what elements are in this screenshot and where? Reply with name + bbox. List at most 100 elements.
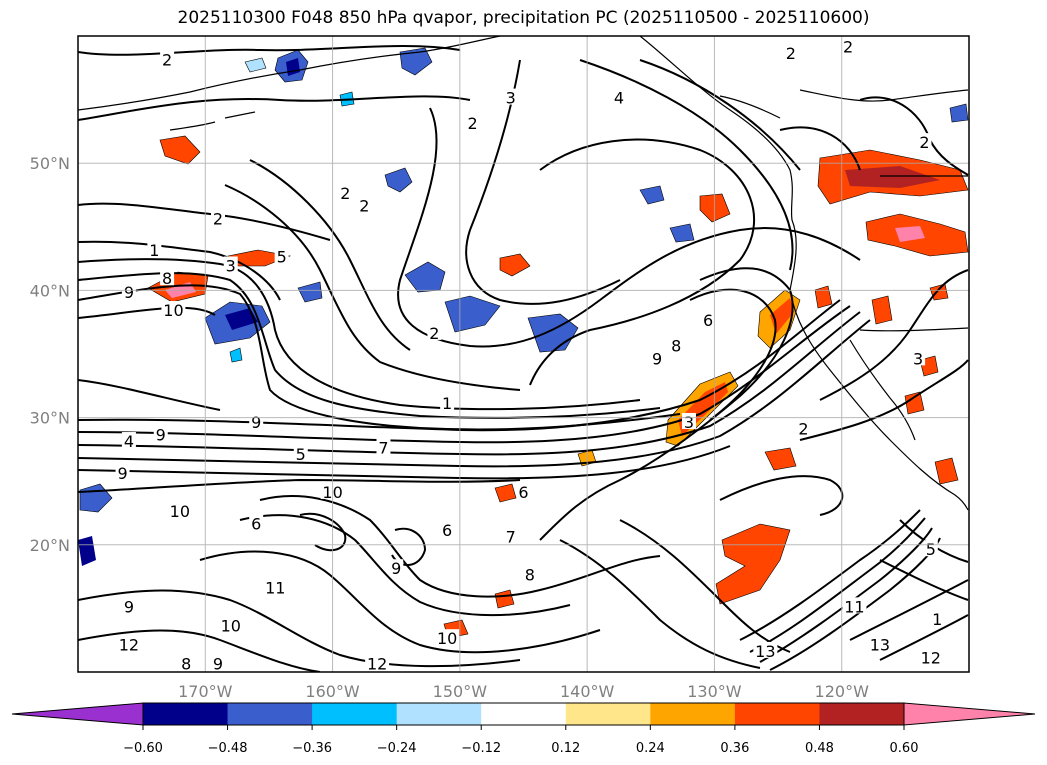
latitude-labels: 50°N 40°N 30°N 20°N <box>30 154 70 555</box>
pos-patch <box>699 193 731 223</box>
contour-label: 8 <box>181 655 191 674</box>
contour-line <box>397 107 861 348</box>
contour-label-bg <box>522 565 537 582</box>
contour-line <box>78 589 521 668</box>
contour-label: 2 <box>359 197 369 216</box>
contour-label: 9 <box>124 597 134 616</box>
contour-label-bg <box>376 438 391 455</box>
contour-label-bg <box>223 256 238 273</box>
contour-line <box>78 299 841 432</box>
longitude-tick-label: 130°W <box>687 682 742 701</box>
contour-label-bg <box>365 654 390 671</box>
contour-label-bg <box>842 597 867 614</box>
colorbar-bin <box>227 703 313 725</box>
contour-line <box>879 614 969 661</box>
contour-line <box>759 527 933 663</box>
contour-label: 8 <box>162 269 172 288</box>
contour-label-bg <box>357 196 372 213</box>
contour-line <box>224 184 521 391</box>
colorbar-tick-label: 0.48 <box>805 741 834 756</box>
neg-patch <box>639 185 665 205</box>
contour-label-bg <box>153 425 168 442</box>
contour-label: 6 <box>251 515 261 534</box>
coastline-baja <box>849 339 916 441</box>
contour-label: 9 <box>156 426 166 445</box>
graticule <box>78 36 969 672</box>
contour-label: 2 <box>429 324 439 343</box>
neg-patch <box>244 57 267 73</box>
contour-label: 10 <box>163 301 183 320</box>
contour-line <box>78 202 331 241</box>
contour-label-bg <box>923 540 938 557</box>
contour-line <box>465 59 621 305</box>
contour-line <box>849 579 969 641</box>
colorbar-bin <box>734 703 820 725</box>
contour-label: 9 <box>391 559 401 578</box>
neg-patch <box>384 167 413 193</box>
contour-label: 9 <box>117 464 127 483</box>
contour-label: 2 <box>843 38 853 57</box>
contour-label: 1 <box>932 610 942 629</box>
pos-patch <box>871 295 893 325</box>
contour-line <box>78 445 731 480</box>
map-frame <box>77 35 970 673</box>
contour-label: 7 <box>378 438 388 457</box>
contour-label: 12 <box>921 648 941 667</box>
contour-line <box>239 514 571 617</box>
contour-label-bg <box>121 597 136 614</box>
border <box>859 175 969 332</box>
colorbar-bin <box>143 703 229 725</box>
contour-label-bg <box>121 283 136 300</box>
neg-patch <box>225 308 258 330</box>
contour-line <box>529 138 756 386</box>
contour-line <box>779 126 861 171</box>
plot-title: 2025110300 F048 850 hPa qvapor, precipit… <box>177 8 870 28</box>
contour-label: 10 <box>170 502 190 521</box>
contour-label-bg <box>503 88 518 105</box>
contour-line <box>78 45 461 56</box>
contour-line <box>619 519 791 653</box>
latitude-tick-label: 30°N <box>30 409 70 428</box>
contour-label-bg <box>503 527 518 544</box>
qvapor-contours <box>78 45 969 672</box>
contour-label: 6 <box>442 521 452 540</box>
contour-label-bg <box>218 616 243 633</box>
contour-label-bg <box>917 133 932 150</box>
contour-label: 5 <box>296 445 306 464</box>
contour-label-bg <box>115 463 130 480</box>
pos-patch <box>494 483 517 503</box>
contour-label: 8 <box>671 337 681 356</box>
contour-label: 11 <box>844 597 864 616</box>
contour-label-bg <box>160 269 175 286</box>
neg-patch <box>444 295 501 333</box>
longitude-tick-label: 120°W <box>815 682 870 701</box>
pos-patch <box>895 226 925 242</box>
latitude-tick-label: 40°N <box>30 281 70 300</box>
contour-label: 13 <box>870 636 890 655</box>
pos-patch <box>814 285 833 309</box>
contour-line <box>78 258 641 411</box>
contour-label-bg <box>918 648 943 665</box>
contour-label-bg <box>435 629 460 646</box>
contour-label: 1 <box>442 394 452 413</box>
neg-patch <box>404 261 446 293</box>
contour-line <box>199 550 601 654</box>
contour-line <box>249 159 411 351</box>
longitude-tick-label: 170°W <box>178 682 233 701</box>
neg-patch <box>399 47 433 76</box>
contour-label-bg <box>389 559 404 576</box>
contour-label: 2 <box>786 44 796 63</box>
colorbar-extend-max <box>903 702 1036 726</box>
pos-patch <box>845 166 940 188</box>
contour-label: 12 <box>119 636 139 655</box>
contour-label-bg <box>263 578 288 595</box>
contour-label-bg <box>465 114 480 131</box>
contour-line <box>78 319 871 468</box>
contour-label: 7 <box>506 527 516 546</box>
neg-patch <box>297 281 323 303</box>
contour-line <box>879 559 969 601</box>
contour-line <box>749 517 926 653</box>
pos-patch <box>934 457 959 485</box>
contour-label: 6 <box>518 483 528 502</box>
